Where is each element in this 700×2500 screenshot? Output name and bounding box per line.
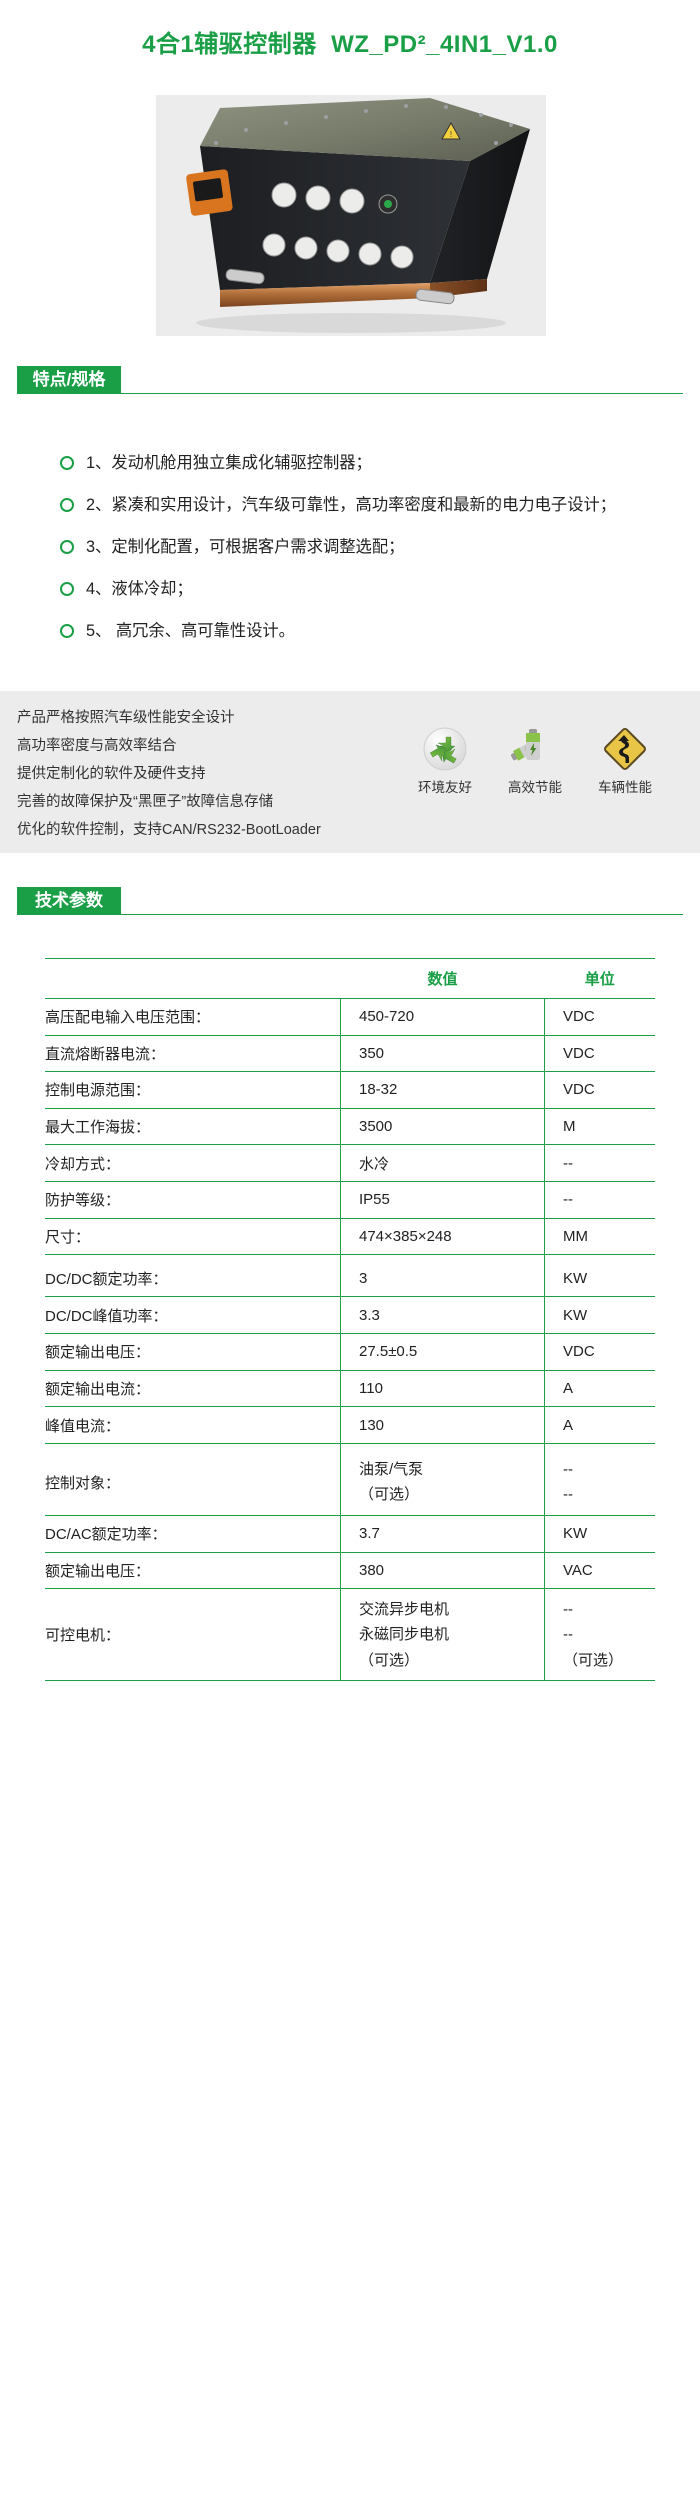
svg-text:!: ! bbox=[450, 130, 452, 139]
